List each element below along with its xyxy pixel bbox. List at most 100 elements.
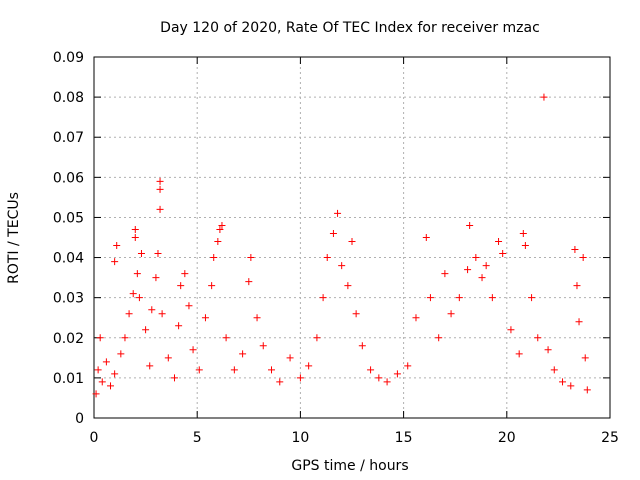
data-point xyxy=(92,390,100,398)
y-axis-ticks: 0 0.01 0.02 0.03 0.04 0.05 0.06 0.07 0.08 0.09 xyxy=(53,50,610,427)
data-point xyxy=(156,177,164,185)
data-point xyxy=(111,258,119,266)
data-point xyxy=(495,238,503,246)
data-point xyxy=(94,366,102,374)
data-point xyxy=(195,366,203,374)
data-point xyxy=(441,270,449,278)
data-point xyxy=(499,250,507,258)
data-point xyxy=(210,254,218,262)
data-point xyxy=(334,209,342,217)
data-point xyxy=(464,266,472,274)
y-tick-label: 0.03 xyxy=(53,291,84,307)
data-point xyxy=(158,310,166,318)
x-tick-label: 0 xyxy=(90,430,99,446)
data-point xyxy=(146,362,154,370)
x-tick-label: 25 xyxy=(601,430,619,446)
data-point xyxy=(466,221,474,229)
chart-title: Day 120 of 2020, Rate Of TEC Index for r… xyxy=(160,20,540,36)
data-point xyxy=(534,334,542,342)
data-point xyxy=(247,254,255,262)
data-point xyxy=(447,310,455,318)
data-point xyxy=(455,294,463,302)
data-point xyxy=(383,378,391,386)
data-point xyxy=(573,282,581,290)
data-point xyxy=(583,386,591,394)
data-points xyxy=(92,93,591,398)
data-point xyxy=(571,246,579,254)
plot-area xyxy=(93,56,611,419)
data-point xyxy=(107,382,115,390)
data-point xyxy=(142,326,150,334)
data-point xyxy=(329,229,337,237)
x-axis-label: GPS time / hours xyxy=(291,458,408,474)
data-point xyxy=(135,294,143,302)
data-point xyxy=(296,374,304,382)
data-point xyxy=(245,278,253,286)
y-tick-label: 0.07 xyxy=(53,130,84,146)
data-point xyxy=(177,282,185,290)
data-point xyxy=(131,225,139,233)
data-point xyxy=(216,225,224,233)
data-point xyxy=(559,378,567,386)
data-point xyxy=(540,93,548,101)
data-point xyxy=(175,322,183,330)
data-point xyxy=(102,358,110,366)
data-point xyxy=(276,378,284,386)
data-point xyxy=(435,334,443,342)
data-point xyxy=(323,254,331,262)
x-tick-label: 20 xyxy=(498,430,516,446)
data-point xyxy=(201,314,209,322)
data-point xyxy=(125,310,133,318)
data-point xyxy=(519,229,527,237)
data-point xyxy=(528,294,536,302)
y-tick-label: 0.08 xyxy=(53,90,84,106)
data-point xyxy=(286,354,294,362)
data-point xyxy=(375,374,383,382)
data-point xyxy=(422,234,430,241)
data-point xyxy=(96,334,104,342)
data-point xyxy=(164,354,172,362)
y-tick-label: 0.01 xyxy=(53,371,84,387)
data-point xyxy=(121,334,129,342)
y-tick-label: 0.06 xyxy=(53,170,84,186)
data-point xyxy=(344,282,352,290)
x-tick-label: 5 xyxy=(193,430,202,446)
data-point xyxy=(488,294,496,302)
data-point xyxy=(239,350,247,358)
data-point xyxy=(214,238,222,246)
data-point xyxy=(98,378,106,386)
data-point xyxy=(412,314,420,322)
data-point xyxy=(472,254,480,262)
data-point xyxy=(154,250,162,258)
data-point xyxy=(268,366,276,374)
y-tick-label: 0 xyxy=(75,411,84,427)
data-point xyxy=(259,342,267,350)
data-point xyxy=(478,274,486,282)
gridlines xyxy=(94,57,610,418)
data-point xyxy=(129,290,137,298)
data-point xyxy=(131,234,139,241)
data-point xyxy=(567,382,575,390)
x-tick-label: 10 xyxy=(291,430,309,446)
data-point xyxy=(170,374,178,382)
y-tick-label: 0.09 xyxy=(53,50,84,66)
data-point xyxy=(156,205,164,213)
y-tick-label: 0.02 xyxy=(53,331,84,347)
data-point xyxy=(133,270,141,278)
data-point xyxy=(404,362,412,370)
data-point xyxy=(550,366,558,374)
data-point xyxy=(156,185,164,193)
data-point xyxy=(189,346,197,354)
x-axis-ticks: 0 5 10 15 20 25 xyxy=(90,57,619,446)
y-axis-label: ROTI / TECUs xyxy=(6,192,22,284)
y-tick-label: 0.05 xyxy=(53,210,84,226)
x-tick-label: 15 xyxy=(395,430,413,446)
data-point xyxy=(507,326,515,334)
data-point xyxy=(521,242,529,250)
data-point xyxy=(230,366,238,374)
data-point xyxy=(544,346,552,354)
data-point xyxy=(218,221,226,229)
data-point xyxy=(208,282,216,290)
data-point xyxy=(338,262,346,270)
data-point xyxy=(581,354,589,362)
